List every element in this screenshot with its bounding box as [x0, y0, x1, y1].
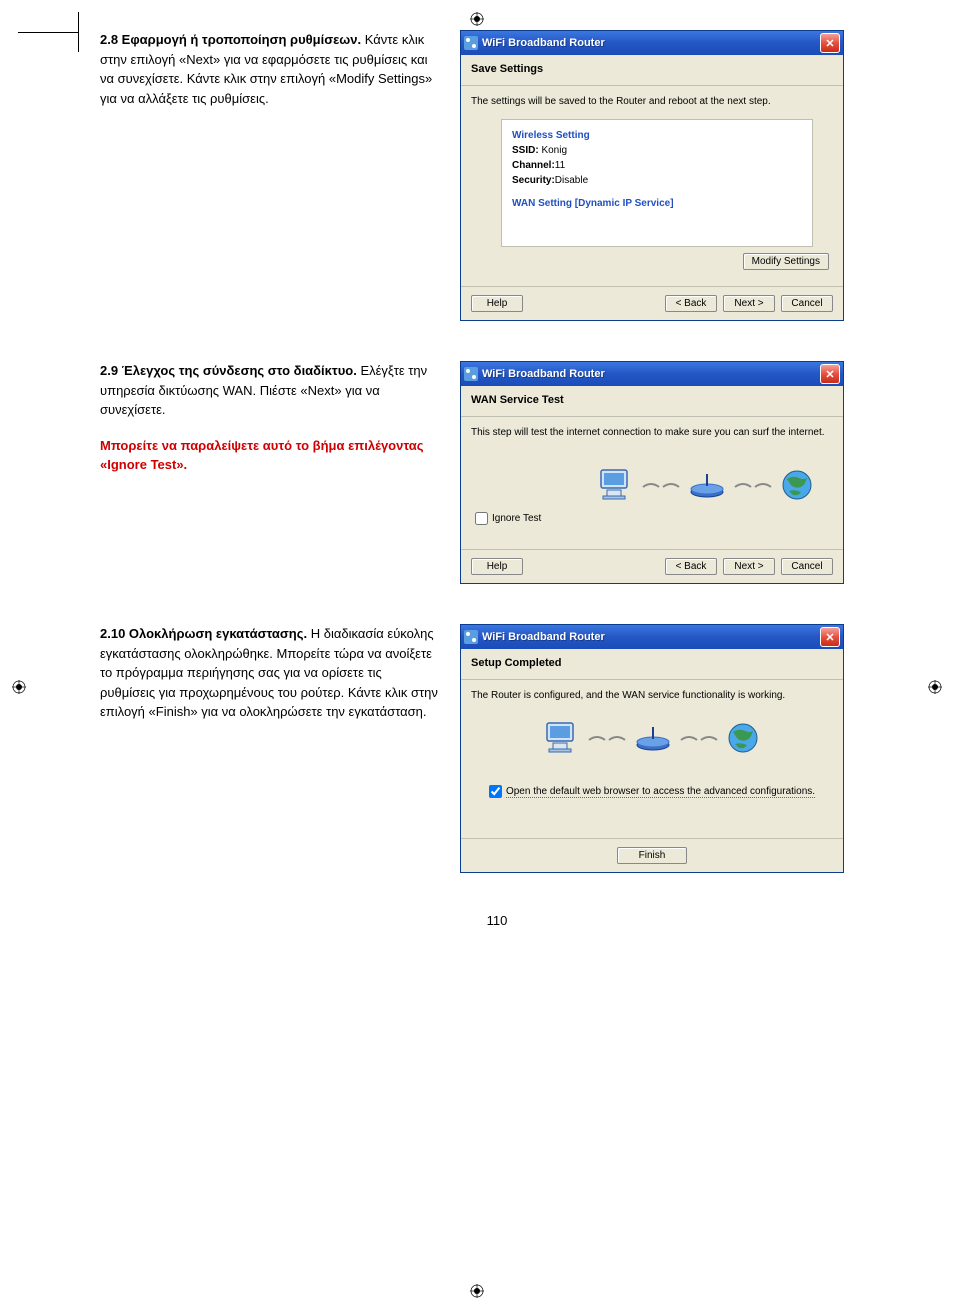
close-icon[interactable]: ✕ [820, 33, 840, 53]
dialog-header: Save Settings [471, 63, 833, 75]
section-2-9-heading: 2.9 Έλεγχος της σύνδεσης στο διαδίκτυο. [100, 363, 357, 378]
wireless-heading: Wireless Setting [512, 128, 802, 143]
ssid-value: Konig [541, 145, 567, 156]
dialog-header: WAN Service Test [471, 394, 833, 406]
globe-icon [727, 722, 759, 754]
section-2-9: 2.9 Έλεγχος της σύνδεσης στο διαδίκτυο. … [100, 361, 894, 584]
section-2-9-warning: Μπορείτε να παραλείψετε αυτό το βήμα επι… [100, 436, 440, 475]
network-diagram [471, 468, 813, 502]
link-icon [679, 732, 719, 744]
section-2-10-text: 2.10 Ολοκλήρωση εγκατάστασης. Η διαδικασ… [100, 624, 440, 722]
dialog-info: This step will test the internet connect… [471, 427, 833, 438]
close-icon[interactable]: ✕ [820, 627, 840, 647]
dialog-setup-completed: WiFi Broadband Router ✕ Setup Completed … [460, 624, 844, 873]
modify-settings-button[interactable]: Modify Settings [743, 253, 829, 270]
settings-summary: Wireless Setting SSID: Konig Channel:11 … [501, 119, 813, 247]
titlebar: WiFi Broadband Router ✕ [461, 625, 843, 649]
open-browser-label: Open the default web browser to access t… [506, 786, 815, 798]
open-browser-input[interactable] [489, 785, 502, 798]
section-2-8-text: 2.8 Εφαρμογή ή τροποποίηση ρυθμίσεων. Κά… [100, 30, 440, 108]
close-icon[interactable]: ✕ [820, 364, 840, 384]
app-icon [464, 367, 478, 381]
section-2-8-heading: 2.8 Εφαρμογή ή τροποποίηση ρυθμίσεων. [100, 32, 361, 47]
window-title: WiFi Broadband Router [482, 37, 820, 49]
section-2-8: 2.8 Εφαρμογή ή τροποποίηση ρυθμίσεων. Κά… [100, 30, 894, 321]
security-value: Disable [555, 175, 588, 186]
cancel-button[interactable]: Cancel [781, 558, 833, 575]
titlebar: WiFi Broadband Router ✕ [461, 31, 843, 55]
dialog-info: The Router is configured, and the WAN se… [471, 690, 833, 701]
ignore-test-label: Ignore Test [492, 513, 541, 524]
dialog-info: The settings will be saved to the Router… [471, 96, 833, 107]
app-icon [464, 36, 478, 50]
channel-value: 11 [555, 160, 565, 171]
finish-button[interactable]: Finish [617, 847, 687, 864]
section-2-10: 2.10 Ολοκλήρωση εγκατάστασης. Η διαδικασ… [100, 624, 894, 873]
window-title: WiFi Broadband Router [482, 368, 820, 380]
titlebar: WiFi Broadband Router ✕ [461, 362, 843, 386]
dialog-wan-test: WiFi Broadband Router ✕ WAN Service Test… [460, 361, 844, 584]
link-icon [587, 732, 627, 744]
pc-icon [599, 468, 633, 502]
dialog-header: Setup Completed [471, 657, 833, 669]
back-button[interactable]: < Back [665, 558, 717, 575]
security-label: Security: [512, 175, 555, 186]
next-button[interactable]: Next > [723, 558, 775, 575]
help-button[interactable]: Help [471, 558, 523, 575]
next-button[interactable]: Next > [723, 295, 775, 312]
back-button[interactable]: < Back [665, 295, 717, 312]
network-diagram [471, 721, 833, 755]
pc-icon [545, 721, 579, 755]
window-title: WiFi Broadband Router [482, 631, 820, 643]
page-number: 110 [100, 913, 894, 928]
router-icon [689, 470, 725, 500]
section-2-10-heading: 2.10 Ολοκλήρωση εγκατάστασης. [100, 626, 307, 641]
app-icon [464, 630, 478, 644]
router-icon [635, 723, 671, 753]
open-browser-checkbox[interactable]: Open the default web browser to access t… [471, 785, 833, 798]
link-icon [733, 479, 773, 491]
channel-label: Channel: [512, 160, 555, 171]
ignore-test-checkbox[interactable]: Ignore Test [475, 512, 833, 525]
ignore-test-input[interactable] [475, 512, 488, 525]
link-icon [641, 479, 681, 491]
wan-heading: WAN Setting [Dynamic IP Service] [512, 196, 802, 211]
dialog-save-settings: WiFi Broadband Router ✕ Save Settings Th… [460, 30, 844, 321]
help-button[interactable]: Help [471, 295, 523, 312]
ssid-label: SSID: [512, 145, 539, 156]
section-2-9-text: 2.9 Έλεγχος της σύνδεσης στο διαδίκτυο. … [100, 361, 440, 475]
cancel-button[interactable]: Cancel [781, 295, 833, 312]
globe-icon [781, 469, 813, 501]
